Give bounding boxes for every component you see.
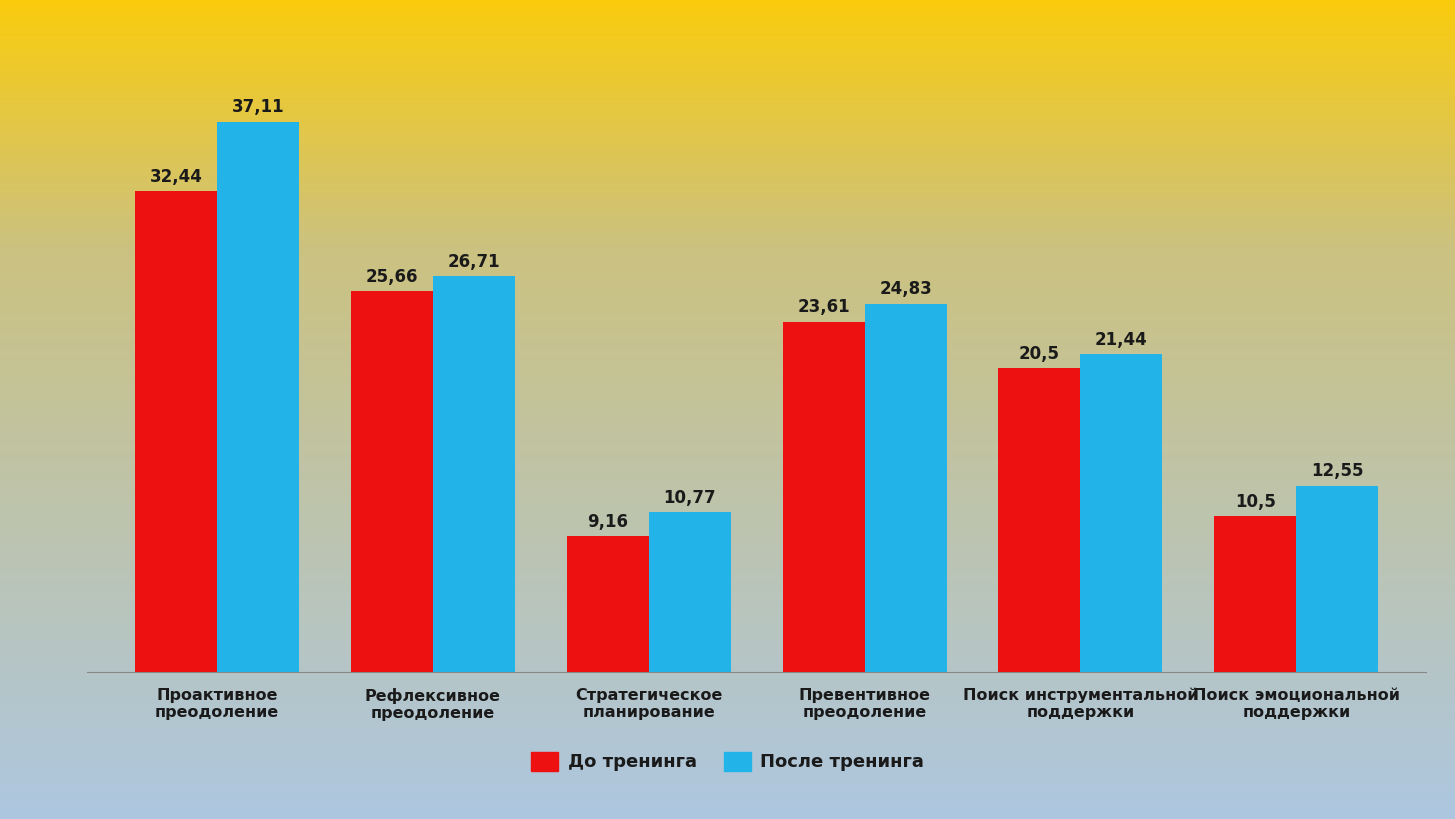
Bar: [566, 536, 649, 672]
Bar: [135, 191, 217, 672]
Bar: [998, 368, 1081, 672]
Bar: [783, 322, 864, 672]
Bar: [1296, 486, 1378, 672]
Bar: [217, 121, 298, 672]
Text: 26,71: 26,71: [448, 252, 501, 270]
Text: 25,66: 25,66: [365, 268, 418, 286]
Bar: [432, 276, 515, 672]
Bar: [1215, 516, 1296, 672]
Text: 21,44: 21,44: [1096, 331, 1148, 349]
Text: 23,61: 23,61: [797, 298, 850, 316]
Legend: До тренинга, После тренинга: До тренинга, После тренинга: [524, 744, 931, 779]
Bar: [351, 292, 432, 672]
Text: 9,16: 9,16: [588, 513, 629, 531]
Text: 20,5: 20,5: [1018, 345, 1059, 363]
Text: 10,77: 10,77: [663, 489, 716, 507]
Text: 32,44: 32,44: [150, 168, 202, 186]
Text: 12,55: 12,55: [1311, 463, 1363, 481]
Text: 10,5: 10,5: [1235, 493, 1276, 511]
Bar: [649, 512, 730, 672]
Text: 37,11: 37,11: [231, 98, 284, 116]
Text: 24,83: 24,83: [879, 280, 933, 298]
Bar: [864, 304, 947, 672]
Bar: [1081, 354, 1163, 672]
